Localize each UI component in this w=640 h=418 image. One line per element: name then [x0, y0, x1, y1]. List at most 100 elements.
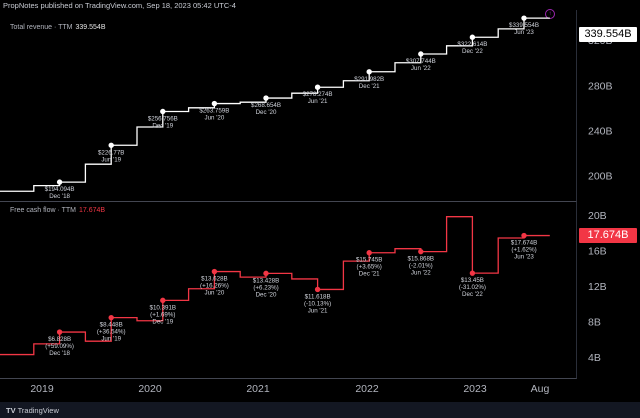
fcf-data-label-4-1: (+36.54%)	[97, 329, 126, 336]
fcf-data-label-14-0: $15.745B	[356, 257, 383, 264]
revenue-data-label-14-0: $291.982B	[354, 76, 384, 83]
revenue-point-18	[469, 34, 476, 40]
fcf-data-label-10-0: $13.428B	[253, 277, 280, 284]
revenue-data-label-18-0: $322.614B	[457, 41, 487, 48]
revenue-data-label-18-1: Dec '22	[462, 48, 483, 55]
x-tick-1: 2020	[138, 383, 162, 395]
revenue-ytick-0: 200B	[588, 170, 613, 182]
fcf-data-label-14-2: Dec '21	[359, 271, 380, 278]
fcf-data-label-8-2: Jun '20	[205, 290, 225, 297]
revenue-ytick-2: 280B	[588, 80, 613, 92]
fcf-point-14	[366, 250, 372, 256]
revenue-data-label-12-0: $278.274B	[303, 91, 333, 98]
fcf-data-label-16-2: Jun '22	[411, 270, 431, 277]
indicator-icon[interactable]: ↑	[545, 9, 555, 19]
revenue-title-label: Total revenue · TTM	[10, 24, 73, 31]
footer-bar: TV TradingView	[0, 402, 640, 418]
fcf-title-value: 17.674B	[79, 207, 106, 214]
revenue-data-label-2-0: $194.094B	[45, 186, 75, 193]
fcf-data-label-18-2: Dec '22	[462, 291, 483, 298]
fcf-ytick-4: 20B	[588, 210, 607, 222]
revenue-data-label-20-0: $339.554B	[509, 22, 539, 29]
fcf-data-label-6-2: Dec '19	[152, 318, 173, 325]
x-tick-4: 2023	[463, 383, 487, 395]
revenue-data-label-8-1: Jun '20	[205, 115, 225, 122]
revenue-data-label-20-1: Jun '23	[514, 29, 534, 36]
revenue-point-20	[521, 15, 527, 21]
fcf-data-label-10-2: Dec '20	[256, 291, 277, 298]
revenue-data-label-6-1: Dec '19	[152, 122, 173, 129]
revenue-pane: Total revenue · TTM 339.554B	[0, 10, 577, 202]
revenue-title: Total revenue · TTM 339.554B	[10, 24, 106, 31]
fcf-data-label-8-1: (+16.26%)	[200, 283, 229, 290]
fcf-point-4	[108, 314, 114, 321]
revenue-data-label-4-1: Jun '19	[101, 156, 121, 163]
revenue-data-label-6-0: $256.756B	[148, 115, 178, 122]
fcf-data-label-12-1: (-10.13%)	[304, 300, 331, 307]
tv-logo-text: TradingView	[17, 406, 59, 415]
fcf-data-label-20-0: $17.674B	[511, 240, 538, 247]
revenue-data-label-10-0: $268.654B	[251, 102, 281, 109]
revenue-point-12	[314, 84, 321, 90]
x-tick-3: 2022	[355, 383, 379, 395]
publish-header: PropNotes published on TradingView.com, …	[3, 1, 236, 10]
x-tick-0: 2019	[30, 383, 54, 395]
fcf-data-label-2-2: Dec '18	[49, 350, 70, 357]
revenue-data-label-8-0: $263.759B	[199, 108, 229, 115]
revenue-point-8	[211, 100, 218, 107]
fcf-point-6	[160, 297, 166, 304]
fcf-data-label-6-0: $10.391B	[150, 304, 177, 311]
fcf-data-label-14-1: (+3.65%)	[357, 264, 382, 271]
fcf-data-label-16-1: (-2.01%)	[409, 263, 433, 270]
fcf-data-label-4-2: Jun '19	[101, 336, 121, 343]
revenue-data-label-14-1: Dec '21	[359, 83, 380, 90]
revenue-data-label-16-1: Jun '22	[411, 65, 431, 72]
revenue-point-14	[366, 69, 372, 75]
revenue-ytick-1: 240B	[588, 125, 613, 137]
fcf-title-label: Free cash flow · TTM	[10, 207, 76, 214]
x-tick-2: 2021	[246, 383, 270, 395]
fcf-data-label-12-0: $11.618B	[305, 293, 331, 300]
fcf-data-label-6-1: (+1.69%)	[150, 311, 175, 318]
revenue-point-10	[263, 95, 269, 101]
fcf-ytick-3: 16B	[588, 245, 607, 257]
x-tick-5: Aug	[531, 383, 550, 395]
fcf-ytick-0: 4B	[588, 352, 601, 364]
fcf-data-label-2-0: $6.828B	[48, 336, 71, 343]
fcf-data-label-8-0: $13.628B	[201, 276, 228, 283]
revenue-data-label-12-1: Jun '21	[308, 98, 328, 105]
revenue-price-badge: 339.554B	[579, 27, 637, 42]
tradingview-logo[interactable]: TV TradingView	[6, 406, 59, 415]
revenue-point-6	[160, 108, 166, 115]
revenue-data-label-4-0: $226.77B	[98, 149, 125, 156]
fcf-pane: Free cash flow · TTM 17.674B	[0, 202, 577, 379]
fcf-data-label-4-0: $8.448B	[100, 322, 123, 329]
revenue-point-4	[108, 142, 114, 148]
fcf-data-label-16-0: $15.868B	[408, 256, 435, 263]
fcf-data-label-18-1: (-31.02%)	[459, 284, 486, 291]
fcf-ytick-2: 12B	[588, 281, 607, 293]
revenue-series-line	[0, 17, 550, 192]
fcf-point-20	[521, 232, 527, 239]
fcf-data-label-2-1: (+59.09%)	[45, 343, 74, 350]
fcf-point-10	[263, 270, 269, 277]
fcf-point-8	[211, 268, 218, 275]
fcf-data-label-20-2: Jun '23	[514, 254, 534, 261]
fcf-point-2	[56, 329, 63, 335]
fcf-point-18	[469, 270, 476, 276]
fcf-point-16	[418, 248, 424, 255]
fcf-ytick-1: 8B	[588, 317, 601, 329]
fcf-data-label-12-2: Jun '21	[308, 307, 328, 314]
revenue-point-2	[56, 179, 63, 185]
revenue-point-16	[418, 51, 424, 57]
fcf-data-label-10-1: (+6.23%)	[253, 284, 278, 291]
fcf-data-label-18-0: $13.45B	[461, 277, 484, 284]
fcf-series-line	[0, 216, 550, 356]
tv-logo-icon: TV	[6, 406, 16, 415]
fcf-price-badge: 17.674B	[579, 228, 637, 243]
fcf-data-label-20-1: (+1.62%)	[511, 247, 536, 254]
revenue-data-label-10-1: Dec '20	[256, 109, 277, 116]
revenue-data-label-16-0: $307.744B	[406, 58, 436, 65]
revenue-data-label-2-1: Dec '18	[49, 193, 70, 200]
